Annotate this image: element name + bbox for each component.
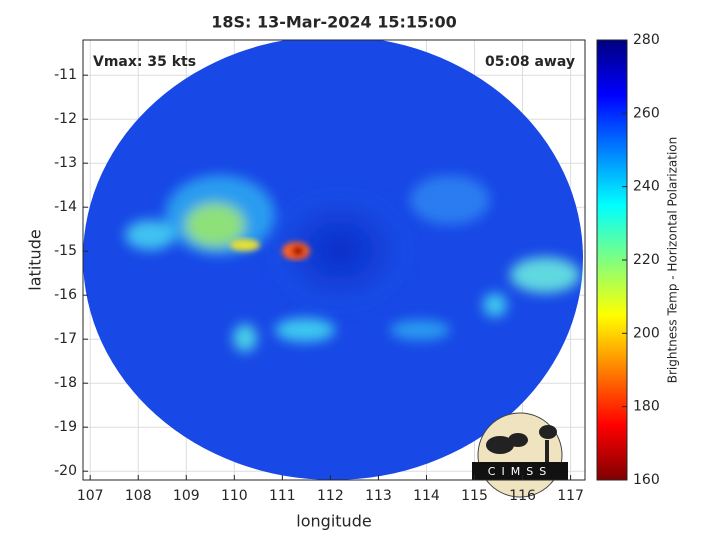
y-tick-label: -20 (54, 463, 77, 479)
y-axis-label: latitude (26, 229, 45, 290)
colorbar-tick-label: 180 (633, 399, 660, 415)
y-tick-label: -11 (54, 67, 77, 83)
annotation: Vmax: 35 kts (93, 54, 196, 70)
x-tick-label: 109 (173, 488, 200, 504)
chart-title: 18S: 13-Mar-2024 15:15:00 (211, 13, 457, 32)
x-tick-label: 111 (269, 488, 296, 504)
y-tick-label: -16 (54, 287, 77, 303)
x-tick-label: 115 (461, 488, 488, 504)
y-tick-label: -19 (54, 419, 77, 435)
colorbar-label: Brightness Temp - Horizontal Polarizatio… (666, 137, 680, 384)
plot-frame (82, 39, 586, 481)
y-tick-label: -14 (54, 199, 77, 215)
x-tick-label: 114 (413, 488, 440, 504)
x-tick-label: 107 (77, 488, 104, 504)
x-tick-label: 117 (557, 488, 584, 504)
y-tick-label: -15 (54, 243, 77, 259)
x-tick-label: 112 (317, 488, 344, 504)
annotation: 05:08 away (485, 54, 575, 70)
colorbar-tick-label: 260 (633, 105, 660, 121)
x-tick-label: 113 (365, 488, 392, 504)
x-tick-label: 108 (125, 488, 152, 504)
colorbar-tick-label: 240 (633, 179, 660, 195)
x-axis-label: longitude (296, 512, 371, 531)
x-tick-label: 116 (509, 488, 536, 504)
y-tick-label: -13 (54, 155, 77, 171)
y-tick-label: -12 (54, 111, 77, 127)
colorbar-tick-label: 220 (633, 252, 660, 268)
logo-text: CIMSS (488, 465, 552, 478)
colorbar-tick-label: 160 (633, 472, 660, 488)
colorbar-tick-label: 280 (633, 32, 660, 48)
x-tick-label: 110 (221, 488, 248, 504)
y-tick-label: -18 (54, 375, 77, 391)
cimss-logo: CIMSS (472, 412, 568, 498)
swath (83, 40, 583, 480)
colorbar-tick-label: 200 (633, 325, 660, 341)
y-tick-label: -17 (54, 331, 77, 347)
